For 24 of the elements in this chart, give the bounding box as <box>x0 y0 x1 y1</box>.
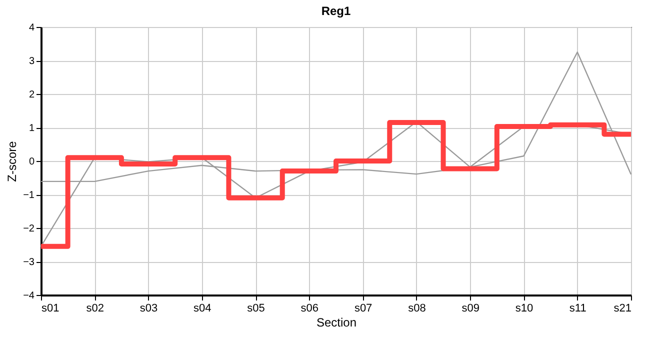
y-tick-label: 0 <box>28 156 35 168</box>
y-tick-label: 3 <box>28 56 35 67</box>
x-tick-label: s09 <box>462 302 480 314</box>
y-axis-title: Z-score <box>5 140 20 182</box>
y-tick-label: 1 <box>28 123 35 134</box>
x-tick-label: s21 <box>614 302 632 314</box>
y-tick-label: 2 <box>28 90 35 100</box>
chart-title: Reg1 <box>321 4 351 18</box>
x-tick-label: s11 <box>569 302 586 314</box>
y-tick-label: −1 <box>23 190 35 201</box>
y-tick-label: 4 <box>28 22 35 34</box>
x-tick-label: s07 <box>354 302 372 314</box>
y-tick-label: −2 <box>23 224 35 234</box>
x-tick-label: s03 <box>140 302 158 314</box>
x-tick-label: s04 <box>194 302 212 314</box>
y-tick-label: −4 <box>23 290 35 302</box>
x-tick-label: s01 <box>42 302 60 314</box>
x-tick-label: s06 <box>300 302 319 314</box>
x-tick-label: s05 <box>247 302 265 314</box>
x-tick-label: s10 <box>515 302 534 314</box>
x-axis-title: Section <box>316 316 357 330</box>
x-tick-label: s08 <box>408 302 426 314</box>
y-tick-label: −3 <box>23 257 35 268</box>
x-tick-label: s02 <box>86 302 104 314</box>
